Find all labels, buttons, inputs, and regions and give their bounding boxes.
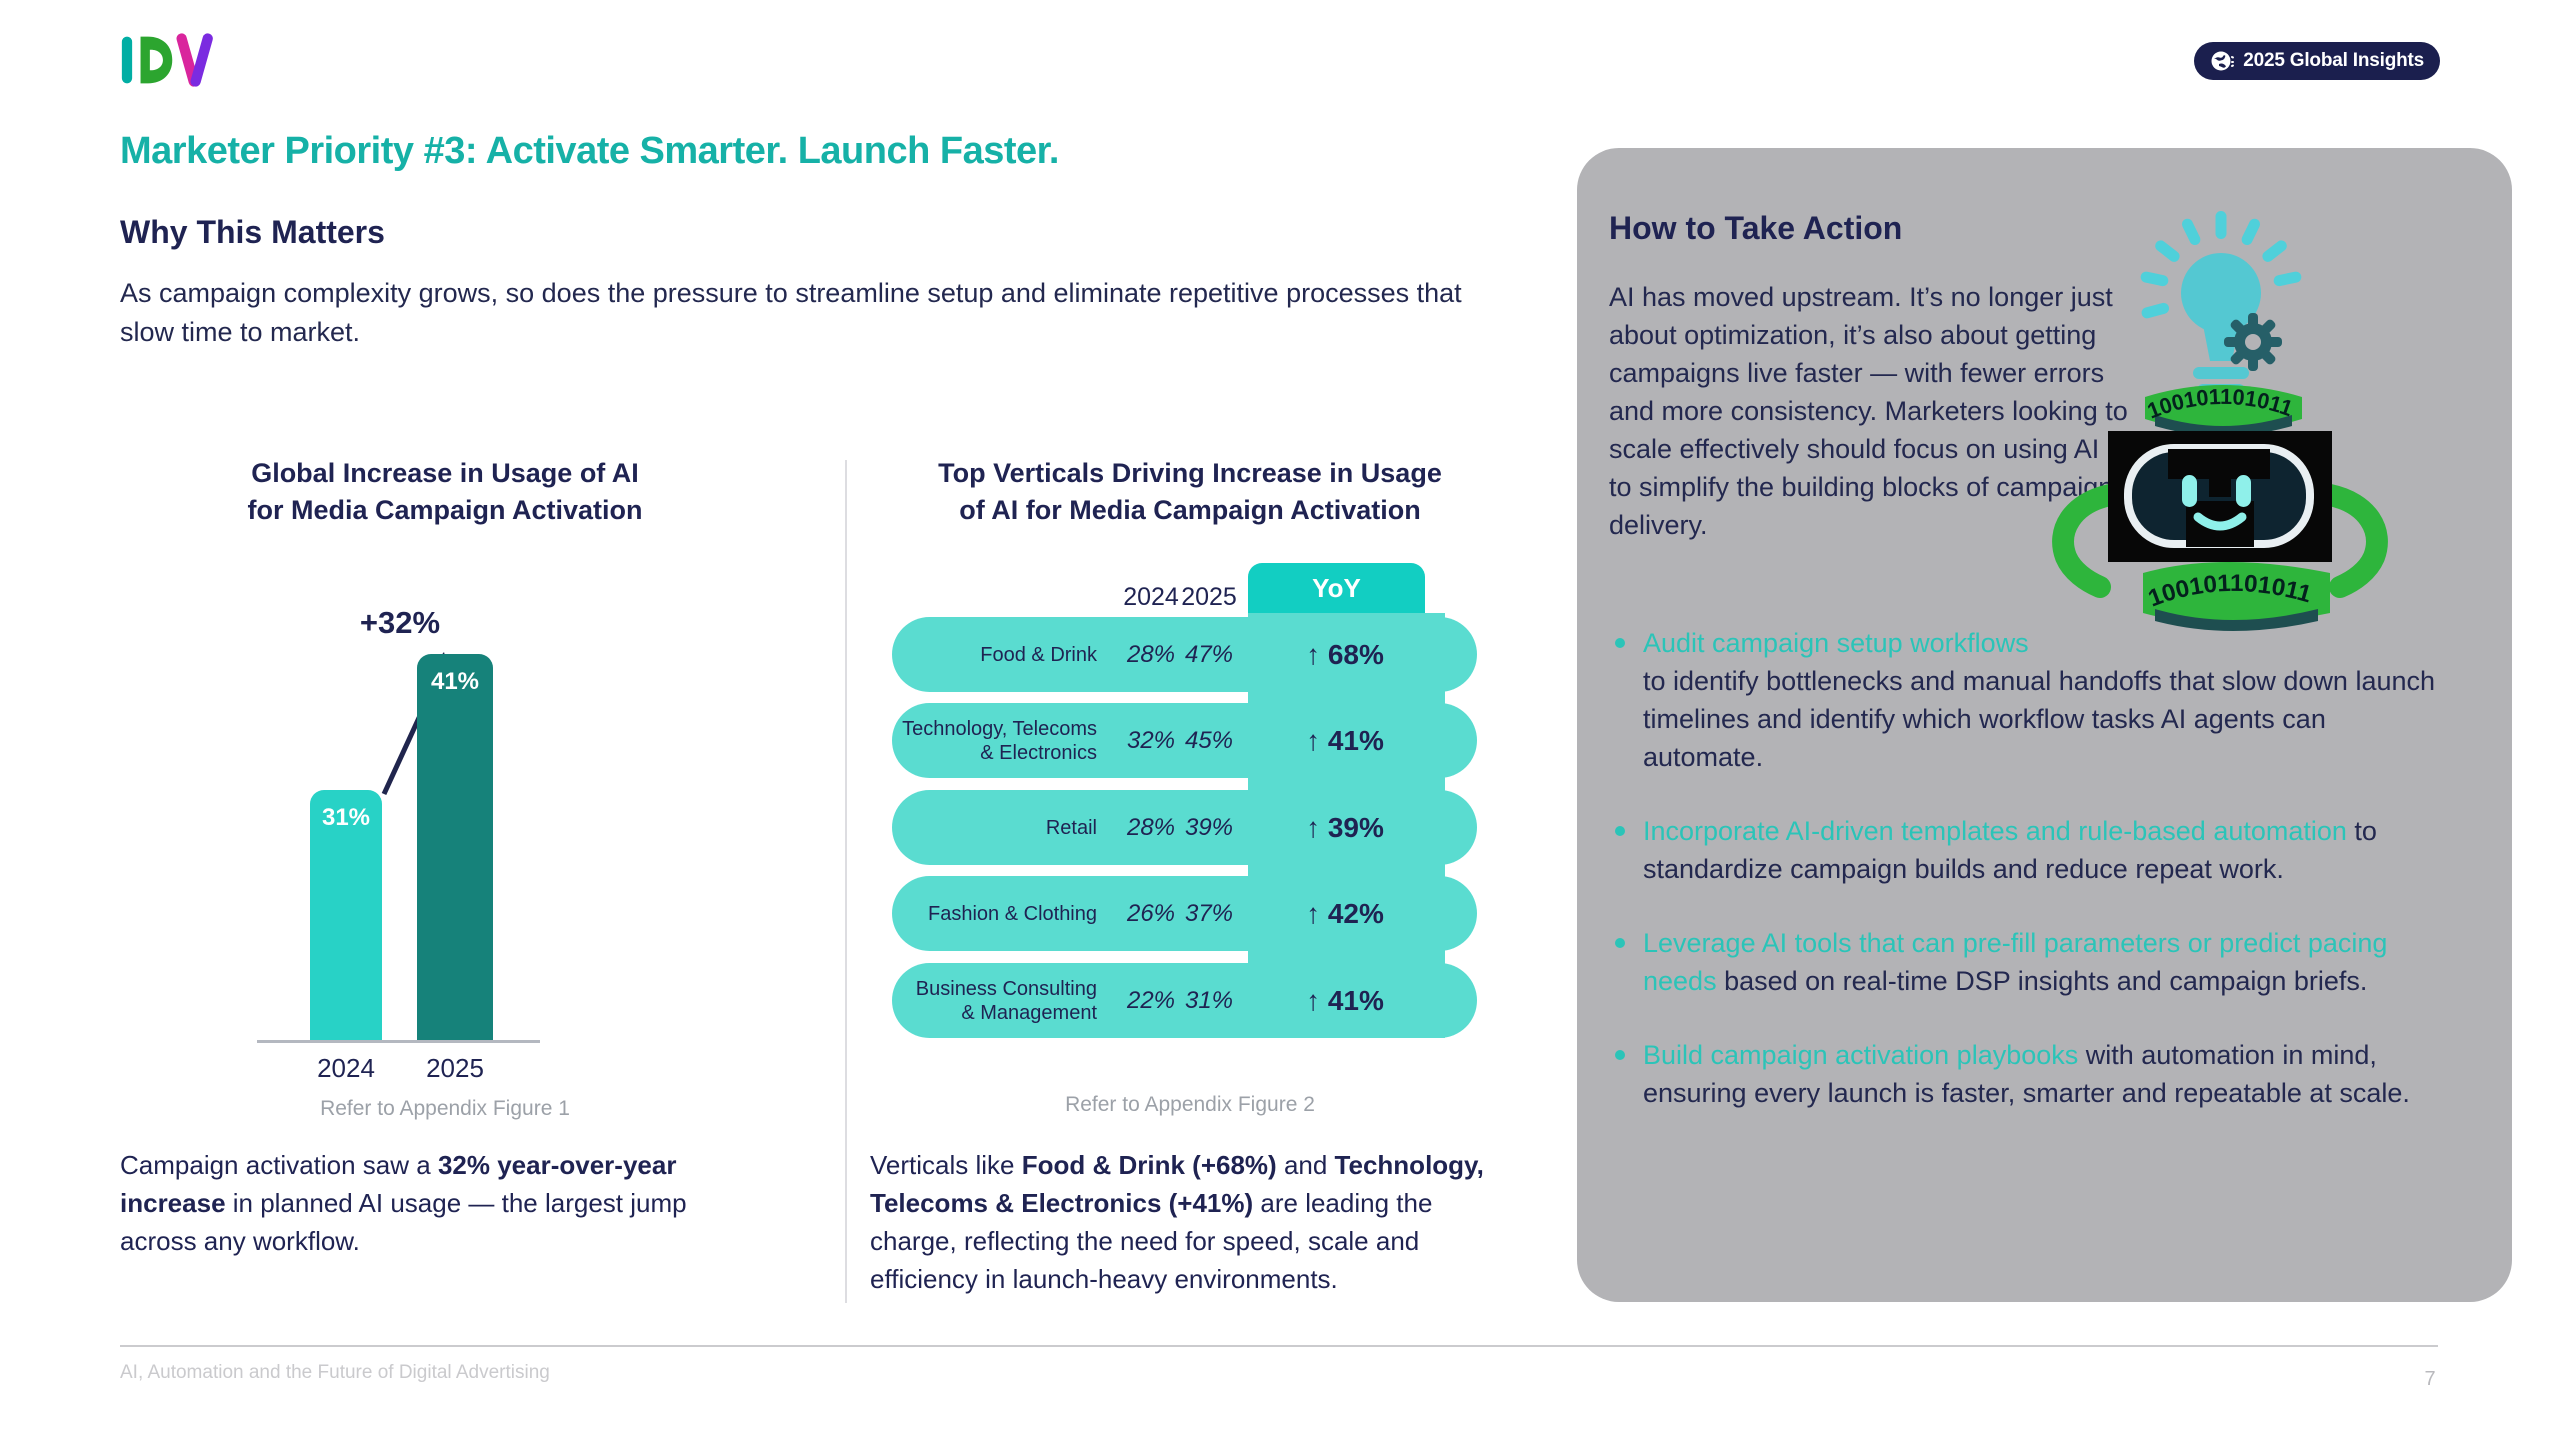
column-header-2024: 2024: [1123, 583, 1179, 611]
row-2024-value: 32%: [1126, 726, 1176, 754]
row-label: Retail: [1045, 816, 1097, 839]
column-divider: [845, 460, 847, 1303]
gear-icon: [2224, 313, 2282, 371]
row-yoy-value: ↑ 39%: [1306, 811, 1384, 843]
bullet-lead: Leverage AI tools that can pre-fill para…: [1643, 928, 2388, 996]
row-yoy-value: ↑ 42%: [1306, 897, 1384, 929]
lightbulb-icon: [2181, 253, 2261, 413]
list-item: Build campaign activation playbooks with…: [1609, 1036, 2449, 1112]
column-header-2025: 2025: [1181, 583, 1237, 611]
panel-intro: AI has moved upstream. It’s no longer ju…: [1609, 282, 2128, 540]
binary-band-bottom: 100101101011: [2143, 562, 2330, 631]
footer-report-title: AI, Automation and the Future of Digital…: [120, 1362, 550, 1383]
globe-icon: [2211, 51, 2235, 71]
panel-heading: How to Take Action: [1609, 210, 1903, 246]
bullet-dot-icon: [1615, 938, 1625, 948]
table-row-technology: Technology, Telecoms & Electronics 32% 4…: [892, 703, 1477, 778]
row-2025-value: 45%: [1184, 726, 1234, 754]
takeaway-middle: Verticals like Food & Drink (+68%) and T…: [870, 1146, 1510, 1298]
row-2025-value: 31%: [1184, 986, 1234, 1014]
robot-smile: [2193, 512, 2247, 531]
list-item: Leverage AI tools that can pre-fill para…: [1609, 924, 2449, 1000]
lightbulb-rays-icon: [2140, 211, 2302, 319]
dv-logo: [121, 33, 213, 87]
ai-robot-illustration: 100101101011 100101101011: [2052, 211, 2388, 631]
how-to-take-action-panel: [1577, 148, 2512, 1302]
action-bullet-list: Audit campaign setup workflows to identi…: [1609, 624, 2449, 1148]
column-header-yoy: YoY: [1248, 563, 1425, 613]
bullet-rest: to identify bottlenecks and manual hando…: [1643, 666, 2436, 772]
global-insights-badge: 2025 Global Insights: [2194, 42, 2440, 80]
row-2025-value: 47%: [1184, 640, 1234, 668]
robot-eyes: [2182, 475, 2251, 507]
bullet-lead: Audit campaign setup workflows: [1643, 628, 2029, 658]
verticals-chart-title: Top Verticals Driving Increase in Usage …: [938, 458, 1442, 525]
table-row-retail: Retail 28% 39% ↑ 39%: [892, 790, 1477, 865]
row-2024-value: 26%: [1126, 899, 1176, 927]
row-label: Fashion & Clothing: [928, 902, 1097, 925]
row-label: Technology, Telecoms & Electronics: [902, 717, 1097, 764]
table-row-food-drink: Food & Drink 28% 47% ↑ 68%: [892, 617, 1477, 692]
section-heading: Why This Matters: [120, 214, 385, 250]
text-segment: Verticals like: [870, 1150, 1022, 1180]
row-2024-value: 28%: [1126, 640, 1176, 668]
row-2024-value: 28%: [1126, 813, 1176, 841]
bar-chart-title: Global Increase in Usage of AI for Media…: [247, 458, 643, 525]
robot-brows: [2168, 449, 2270, 547]
row-2025-value: 37%: [1184, 899, 1234, 927]
table-row-fashion: Fashion & Clothing 26% 37% ↑ 42%: [892, 876, 1477, 951]
text-segment-bold: 32% year-over-year increase: [120, 1150, 677, 1218]
bar-2024: 31%: [310, 790, 382, 1040]
text-segment-bold: Technology, Telecoms & Electronics (+41%…: [870, 1150, 1484, 1218]
row-yoy-value: ↑ 68%: [1306, 638, 1384, 670]
intro-paragraph: As campaign complexity grows, so does th…: [120, 278, 1462, 347]
takeaway-left: Campaign activation saw a 32% year-over-…: [120, 1146, 720, 1260]
bullet-dot-icon: [1615, 1050, 1625, 1060]
bar-2024-value: 31%: [321, 804, 371, 831]
text-segment: are leading the charge, reflecting the n…: [870, 1188, 1433, 1294]
row-2024-value: 22%: [1126, 986, 1176, 1014]
row-2025-value: 39%: [1184, 813, 1234, 841]
table-row-business-consulting: Business Consulting & Management 22% 31%…: [892, 963, 1477, 1038]
binary-band-top: 100101101011: [2144, 384, 2302, 436]
text-segment-bold: Food & Drink (+68%): [1021, 1150, 1277, 1180]
row-label: Business Consulting & Management: [915, 977, 1097, 1024]
bullet-lead: Build campaign activation playbooks: [1643, 1040, 2079, 1070]
bar-2025-value: 41%: [430, 668, 480, 695]
row-yoy-value: ↑ 41%: [1306, 984, 1384, 1016]
bullet-rest: with automation in mind, ensuring every …: [1643, 1040, 2410, 1108]
text-segment: Campaign activation saw a: [120, 1150, 438, 1180]
bullet-dot-icon: [1615, 638, 1625, 648]
figure1-caption: Refer to Appendix Figure 1: [320, 1097, 570, 1120]
x-axis-line: [257, 1040, 540, 1043]
text-segment: and: [1276, 1150, 1335, 1180]
robot-arms: [2052, 484, 2388, 598]
bar-2025: 41%: [417, 654, 493, 1040]
yoy-annotation: +32%: [359, 605, 441, 640]
x-tick-2025: 2025: [426, 1053, 484, 1083]
page-number: 7: [2424, 1368, 2436, 1390]
page-title: Marketer Priority #3: Activate Smarter. …: [120, 130, 1059, 172]
badge-label: 2025 Global Insights: [2243, 50, 2424, 71]
bar-chart-global-increase: Global Increase in Usage of AI for Media…: [120, 455, 770, 1120]
text-segment: in planned AI usage — the largest jump a…: [120, 1188, 687, 1256]
verticals-table-chart: Top Verticals Driving Increase in Usage …: [870, 455, 1510, 1135]
list-item: Audit campaign setup workflows to identi…: [1609, 624, 2449, 776]
footer-divider: [120, 1345, 2438, 1347]
figure2-caption: Refer to Appendix Figure 2: [1065, 1093, 1315, 1116]
x-tick-2024: 2024: [317, 1053, 375, 1083]
bullet-rest: based on real-time DSP insights and camp…: [1716, 966, 2368, 996]
robot-head: [2108, 431, 2332, 562]
row-label: Food & Drink: [980, 643, 1097, 666]
bullet-dot-icon: [1615, 826, 1625, 836]
bullet-lead: Incorporate AI-driven templates and rule…: [1643, 816, 2347, 846]
bullet-rest: to standardize campaign builds and reduc…: [1643, 816, 2377, 884]
list-item: Incorporate AI-driven templates and rule…: [1609, 812, 2449, 888]
row-yoy-value: ↑ 41%: [1306, 724, 1384, 756]
